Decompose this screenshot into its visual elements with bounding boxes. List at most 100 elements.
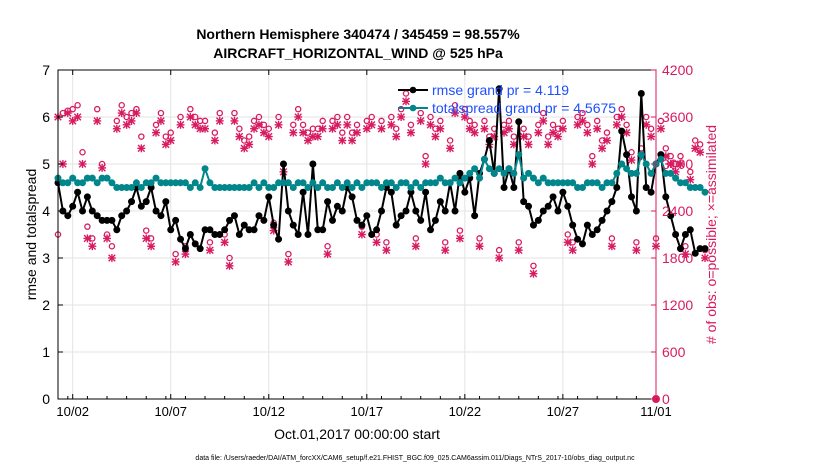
series-point [196,184,204,191]
assimilated-obs-point [446,144,455,153]
series-point [128,198,136,206]
assimilated-obs-point [132,109,141,118]
possible-obs-point [441,239,449,246]
assimilated-obs-point [201,124,210,133]
assimilated-obs-point [220,238,229,247]
assimilated-obs-point [166,136,175,145]
series-point [333,179,341,187]
assimilated-obs-point [353,128,361,137]
series-point [260,179,268,187]
series-point [593,226,601,234]
series-point [427,226,435,234]
assimilated-obs-point [225,261,234,270]
assimilated-obs-point [78,160,87,168]
possible-obs-point [353,121,361,129]
possible-obs-point [368,113,375,121]
series-point [593,179,601,187]
series-point [603,207,611,215]
assimilated-obs-point [402,97,410,106]
x-tick-label: 10/27 [547,404,580,419]
assimilated-obs-point [176,120,185,129]
series-point [485,165,493,173]
possible-obs-point [157,109,165,117]
series-point [476,174,484,182]
series-point [505,165,513,173]
series-point [515,151,523,159]
possible-obs-point [461,105,469,113]
assimilated-obs-point [93,116,102,125]
series-point [368,231,376,238]
series-point [667,169,675,177]
series-point [500,169,508,177]
assimilated-obs-point [323,250,332,259]
assimilated-obs-point [294,113,303,121]
series-point [578,240,586,248]
possible-obs-point [172,250,179,258]
possible-obs-point [633,239,640,246]
possible-obs-point [510,133,518,140]
series-point [510,184,518,191]
series-point [221,226,229,234]
possible-obs-point [559,117,567,125]
series-point [167,226,175,234]
possible-obs-point [113,117,121,125]
possible-obs-point [696,141,704,148]
assimilated-obs-point [534,128,543,137]
x-axis-label: Oct.01,2017 00:00:00 start [274,426,440,442]
series-point [534,216,542,224]
series-point [618,160,626,168]
series-point [279,160,287,168]
assimilated-obs-point [357,230,366,239]
legend-label: rmse grand pr = 4.119 [432,82,569,98]
possible-obs-point [177,113,184,121]
chart-title-line1: Northern Hemisphere 340474 / 345459 = 98… [196,26,520,42]
assimilated-obs-point [647,132,656,141]
possible-obs-point [584,121,591,129]
series-point [672,231,680,238]
assimilated-obs-point [191,120,200,129]
assimilated-obs-point [343,120,352,129]
series-point [544,202,552,210]
assimilated-obs-point [475,242,484,251]
series-point [632,207,640,215]
assimilated-obs-point [666,160,675,168]
series-point [387,188,395,196]
possible-obs-point [138,133,145,140]
assimilated-obs-point [588,160,597,168]
series-point [275,235,283,243]
series-point [74,188,82,196]
series-point [284,207,292,215]
x-tick-label: 10/12 [252,404,285,419]
assimilated-obs-point [264,132,273,141]
possible-obs-point [250,117,258,125]
possible-obs-point [201,117,209,125]
possible-obs-point [476,235,483,242]
series-point [598,184,606,191]
series-point [235,231,243,238]
series-point [539,207,547,215]
possible-obs-point [466,117,473,125]
possible-obs-point [392,125,400,133]
series-point [328,216,336,224]
series-point [485,137,493,144]
assimilated-obs-point [455,234,464,243]
possible-obs-point [74,102,81,109]
series-point [637,151,645,159]
series-point [123,207,131,215]
series-point [613,169,621,177]
possible-obs-point [388,113,395,121]
assimilated-obs-point [656,124,665,133]
assimilated-obs-point [245,140,254,149]
assimilated-obs-point [436,124,445,133]
series-point [446,179,454,187]
series-point [152,207,160,215]
series-point [157,212,165,220]
series-point [186,231,194,238]
series-point [436,198,444,206]
assimilated-obs-point [441,246,450,255]
series-point [348,193,356,201]
possible-obs-point [329,117,336,125]
legend-label: totalspread grand pr = 4.5675 [432,100,616,116]
series-point [696,184,704,191]
series-point [549,193,557,201]
